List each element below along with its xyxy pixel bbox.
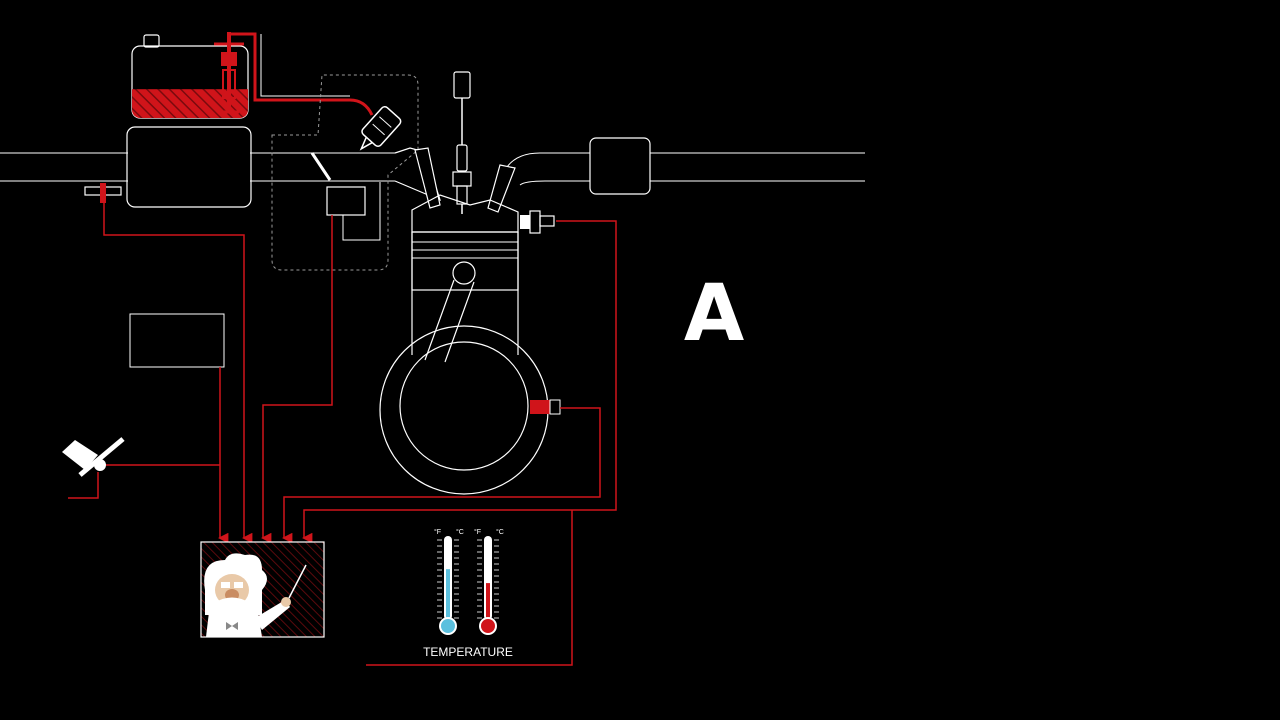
- sensor-box: [129, 313, 225, 368]
- hot-level-fill: [486, 583, 490, 620]
- exhaust-pipe: [504, 137, 865, 195]
- piston: [411, 231, 519, 291]
- scene-letter: A: [684, 269, 744, 359]
- crankcase: [379, 325, 549, 495]
- temperature-label: TEMPERATURE: [423, 645, 513, 659]
- throttle-body-housing: [271, 74, 419, 271]
- temperature-gauges: °F °C °F °C TEMPERATURE: [423, 528, 513, 659]
- unit-c-left: °C: [456, 528, 464, 536]
- throttle-plate: [310, 152, 332, 181]
- throttle-position-sensor: [326, 182, 381, 241]
- signal-wires: [68, 195, 617, 666]
- unit-f-left: °F: [434, 528, 441, 536]
- cold-thermometer: [437, 536, 459, 635]
- connecting-rod: [424, 279, 475, 363]
- unit-f-right: °F: [474, 528, 481, 536]
- fuel-line: [229, 32, 374, 116]
- spark-plug-icon: [452, 71, 472, 214]
- catalytic-converter: [589, 137, 651, 195]
- oxygen-sensor: [520, 210, 555, 234]
- intake-pipe: [0, 152, 395, 182]
- cold-level-fill: [446, 569, 450, 620]
- hot-thermometer: [477, 536, 499, 635]
- ecu-unit: [200, 541, 325, 638]
- intake-valve: [414, 147, 441, 209]
- unit-c-right: °C: [496, 528, 504, 536]
- fuel-injector: [359, 106, 402, 151]
- pedal-icon: [62, 437, 125, 477]
- intake-air-sensor: [84, 183, 122, 203]
- fuel-tank: [131, 32, 374, 119]
- exhaust-valve: [487, 164, 516, 213]
- professor-mascot-icon: [204, 553, 307, 637]
- fuel-cap: [143, 34, 160, 48]
- air-filter-box: [126, 126, 252, 208]
- coolant-temp-sensor: [530, 399, 561, 415]
- fuel-pump: [214, 32, 244, 114]
